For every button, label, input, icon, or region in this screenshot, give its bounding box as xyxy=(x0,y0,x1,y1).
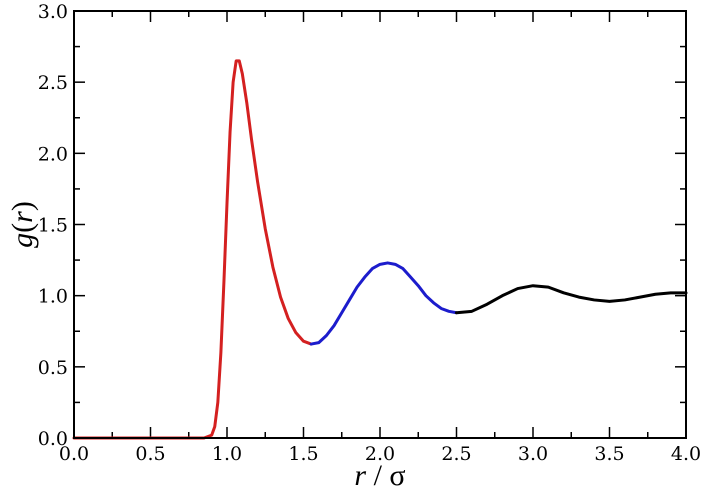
y-ticks: 0.0 0.5 1.0 1.5 2.0 2.5 3.0 xyxy=(38,1,686,450)
axis-title-part: ( xyxy=(6,223,39,233)
x-tick-label: 3.0 xyxy=(518,443,548,465)
y-axis-title: g(r) xyxy=(6,201,39,248)
axis-title-part: / σ xyxy=(366,459,406,492)
x-tick-label: 1.5 xyxy=(288,443,318,465)
x-tick-label: 2.0 xyxy=(365,443,395,465)
x-ticks: 0.0 0.5 1.0 1.5 2.0 2.5 3.0 3.5 4.0 xyxy=(59,11,701,465)
x-tick-label: 3.5 xyxy=(594,443,624,465)
axis-title-part: r xyxy=(6,211,39,223)
axis-title-part: r xyxy=(354,459,366,492)
series-group xyxy=(72,59,688,440)
x-tick-label: 0.0 xyxy=(59,443,89,465)
axis-title-part: ) xyxy=(6,201,39,211)
y-tick-label: 1.0 xyxy=(38,286,68,308)
y-tick-label: 0.0 xyxy=(38,428,68,450)
series-line-2 xyxy=(455,284,688,315)
x-tick-label: 1.0 xyxy=(212,443,242,465)
series-line-0 xyxy=(72,59,313,440)
x-tick-label: 4.0 xyxy=(671,443,701,465)
y-tick-label: 1.5 xyxy=(38,215,68,237)
x-tick-label: 2.5 xyxy=(441,443,471,465)
series-line-1 xyxy=(309,261,458,346)
x-tick-label: 0.5 xyxy=(135,443,165,465)
y-tick-label: 2.0 xyxy=(38,143,68,165)
x-axis-title: r / σ xyxy=(354,459,405,492)
y-tick-label: 0.5 xyxy=(38,357,68,379)
y-tick-label: 2.5 xyxy=(38,72,68,94)
axis-title-part: g xyxy=(6,233,39,248)
plot-frame xyxy=(73,10,687,439)
y-tick-label: 3.0 xyxy=(38,1,68,23)
